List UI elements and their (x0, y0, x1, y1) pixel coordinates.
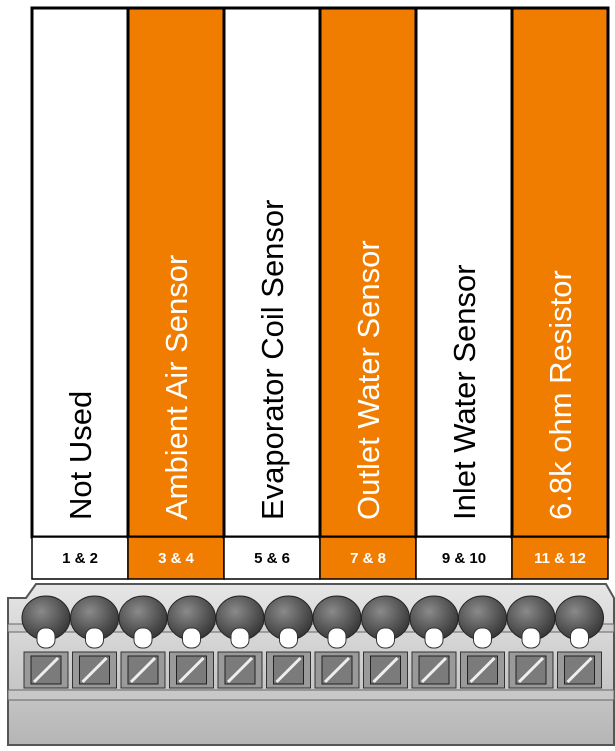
columns: Not Used 1 & 2 Ambient Air Sensor 3 & 4 Evap… (30, 6, 610, 580)
knob-stem (85, 627, 104, 649)
column-box (30, 6, 130, 539)
pin-label: 11 & 12 (534, 550, 586, 567)
column-box (126, 6, 226, 539)
column: 6.8k ohm Resistor 11 & 12 (510, 6, 610, 580)
column-label: Not Used (63, 391, 98, 520)
block-rail (7, 689, 615, 701)
knob-stem (133, 627, 153, 649)
knob-stem (36, 627, 56, 649)
column-box (510, 6, 610, 539)
knob-stem (376, 627, 395, 649)
column-label: Outlet Water Sensor (351, 240, 386, 520)
screw-line (81, 656, 108, 684)
pin-label: 9 & 10 (442, 550, 486, 567)
knob-stem (570, 627, 589, 649)
pin-label: 7 & 8 (350, 550, 386, 567)
terminal-block (7, 583, 615, 746)
column: Evaporator Coil Sensor 5 & 6 (222, 6, 322, 580)
column-label: Ambient Air Sensor (159, 255, 194, 520)
screw-line (517, 656, 545, 684)
screw-line (275, 656, 302, 684)
column-label: 6.8k ohm Resistor (543, 270, 578, 520)
column: Inlet Water Sensor 9 & 10 (414, 6, 514, 580)
pin-label: 3 & 4 (158, 550, 195, 567)
knob-stem (279, 627, 298, 649)
column-label: Inlet Water Sensor (447, 264, 482, 520)
pin-label: 5 & 6 (254, 550, 290, 567)
knob-stem (327, 627, 347, 649)
screw-line (566, 656, 593, 684)
column-label: Evaporator Coil Sensor (255, 200, 290, 521)
screw-line (323, 656, 351, 684)
pin-box (31, 536, 129, 580)
pin-label: 1 & 2 (62, 550, 98, 567)
screw-line (372, 656, 399, 684)
knob-stem (230, 627, 250, 649)
knob-stem (521, 627, 541, 649)
column: Not Used 1 & 2 (30, 6, 130, 580)
pin-box (415, 536, 513, 580)
screw-line (129, 656, 157, 684)
pin-box (223, 536, 321, 580)
screw-line (469, 656, 496, 684)
screw-line (226, 656, 254, 684)
screw-line (420, 656, 448, 684)
column: Outlet Water Sensor 7 & 8 (318, 6, 418, 580)
screw-line (32, 656, 60, 684)
screw-line (178, 656, 205, 684)
column: Ambient Air Sensor 3 & 4 (126, 6, 226, 580)
pin-box (319, 536, 417, 580)
knob-stem (424, 627, 444, 649)
knob-stem (473, 627, 492, 649)
pin-box (511, 536, 609, 580)
knob-stem (182, 627, 201, 649)
